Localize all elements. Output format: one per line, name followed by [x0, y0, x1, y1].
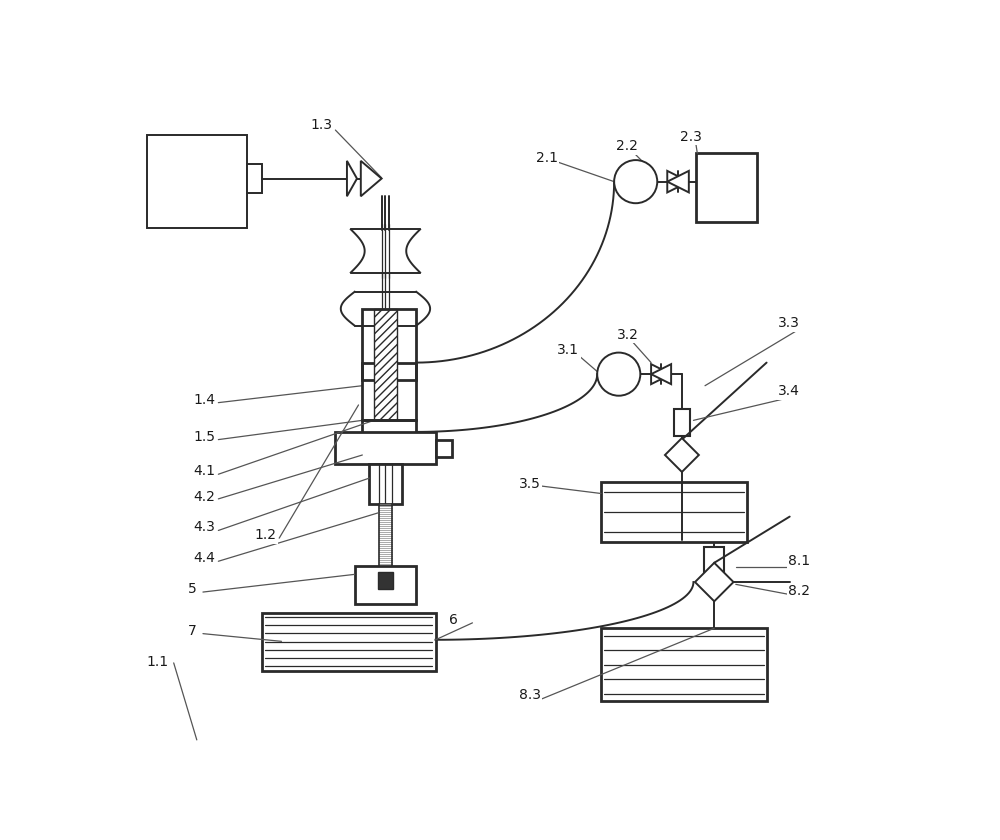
Text: 3.2: 3.2 [616, 328, 638, 342]
Text: 4.4: 4.4 [193, 551, 215, 565]
Text: 1.5: 1.5 [193, 430, 215, 444]
Bar [601, 628, 767, 701]
Bar [362, 309, 416, 420]
Text: 2.2: 2.2 [616, 139, 638, 153]
Text: 8.3: 8.3 [519, 688, 541, 701]
Circle shape [614, 160, 657, 203]
Text: 1.1: 1.1 [147, 655, 169, 669]
Bar [704, 548, 724, 582]
Text: 1.2: 1.2 [255, 528, 277, 542]
Circle shape [597, 353, 640, 396]
Polygon shape [665, 438, 699, 472]
Polygon shape [651, 364, 671, 384]
Polygon shape [667, 171, 689, 192]
Text: 4.3: 4.3 [193, 521, 215, 534]
Text: 2.3: 2.3 [680, 130, 702, 144]
Text: 7: 7 [188, 624, 196, 638]
Polygon shape [651, 364, 671, 384]
Text: 6: 6 [449, 613, 458, 627]
Text: 2.1: 2.1 [536, 151, 558, 165]
Bar [335, 432, 436, 465]
Bar [601, 482, 747, 542]
Bar [362, 420, 416, 438]
Text: 3.3: 3.3 [778, 317, 800, 330]
Bar [696, 153, 757, 223]
Bar [374, 309, 397, 420]
Bar [147, 135, 247, 228]
Text: 8.1: 8.1 [788, 554, 810, 568]
Bar [369, 465, 402, 504]
Bar [355, 566, 416, 605]
Bar [436, 439, 452, 457]
Text: 3.5: 3.5 [519, 476, 541, 491]
Polygon shape [347, 160, 357, 197]
Text: 1.4: 1.4 [193, 393, 215, 407]
Text: 8.2: 8.2 [788, 585, 810, 598]
Bar [247, 164, 262, 193]
Text: 4.2: 4.2 [193, 490, 215, 504]
Text: 4.1: 4.1 [193, 465, 215, 478]
Polygon shape [361, 160, 382, 197]
Bar [262, 613, 436, 670]
Text: 3.4: 3.4 [778, 384, 800, 398]
Polygon shape [667, 171, 689, 192]
Text: 1.3: 1.3 [311, 118, 333, 132]
Bar [674, 409, 690, 436]
Bar [378, 572, 393, 589]
Text: 3.1: 3.1 [557, 344, 579, 357]
Text: 5: 5 [188, 582, 196, 596]
Bar [362, 363, 416, 380]
Polygon shape [695, 563, 733, 601]
